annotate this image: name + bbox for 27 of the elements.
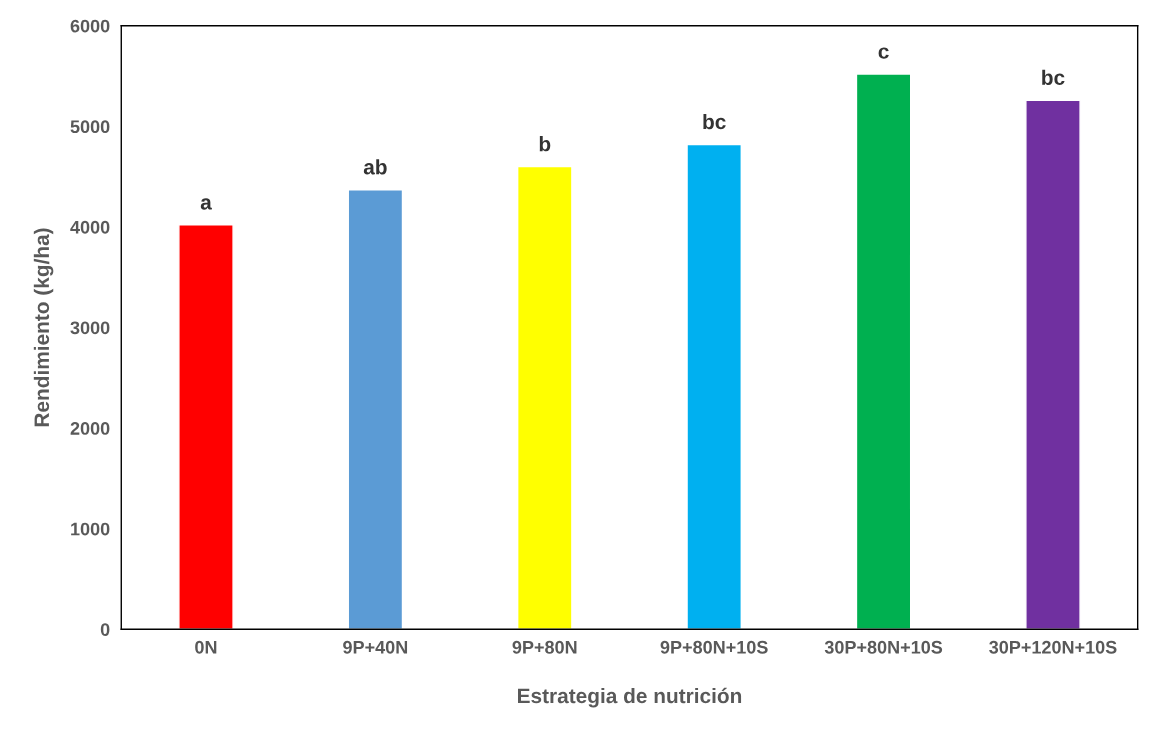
x-tick-label: 30P+80N+10S [824,640,943,654]
x-tick-label: 9P+80N [512,640,577,654]
x-tick-label: 30P+120N+10S [989,640,1117,654]
annotation: bc [703,113,726,130]
bar [1025,99,1081,630]
x-tick-label: 0N [195,640,217,654]
y-tick-label: 5000 [70,120,110,134]
annotation: c [878,47,889,59]
x-tick-label: 9P+80N+10S [660,640,768,654]
y-tick-label: 2000 [70,422,110,435]
annotation: a [200,198,212,210]
y-axis-title: Rendimiento (kg/ha) [33,228,54,427]
y-tick-label: 3000 [70,321,110,335]
bar [178,224,234,630]
y-tick-label: 0 [100,623,110,636]
annotation: bc [1042,69,1065,85]
x-axis-title: Estrategia de nutrición [518,687,742,708]
bar [686,143,742,630]
bar [347,189,404,630]
bar [516,165,573,630]
y-tick-label: 6000 [70,19,110,33]
x-tick-label: 9P+40N [343,640,408,654]
bar [855,73,912,630]
annotation: ab [363,159,387,175]
y-tick-label: 1000 [71,522,110,536]
y-tick-label: 4000 [70,220,110,234]
annotation: b [539,136,551,152]
